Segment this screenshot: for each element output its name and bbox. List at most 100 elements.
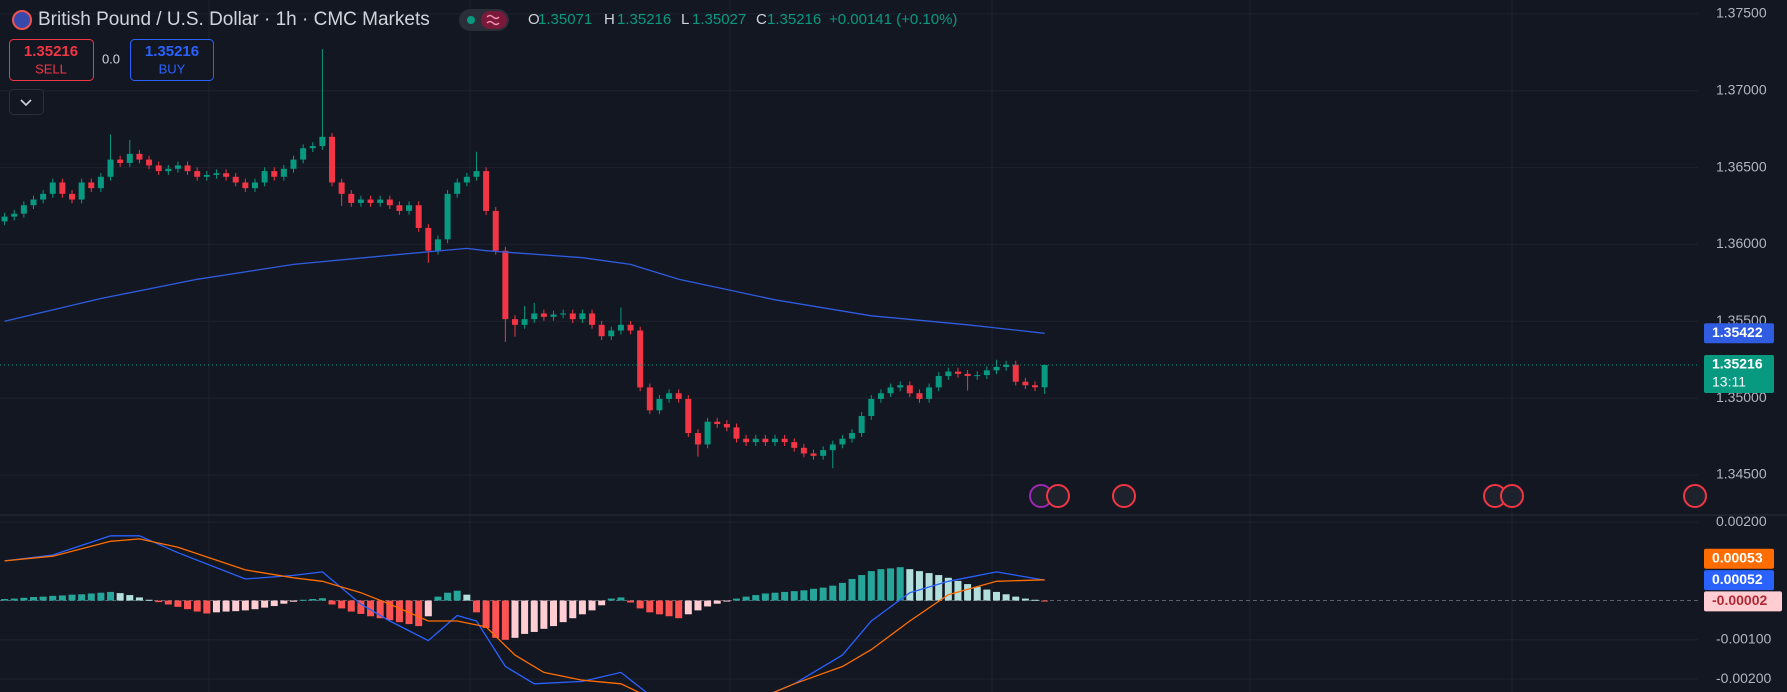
candle-body (752, 438, 759, 443)
candle-body (251, 182, 258, 189)
candle-body (223, 173, 230, 177)
candle-body (136, 153, 143, 160)
candle-body (964, 373, 971, 377)
candle-body (694, 433, 701, 445)
candle-body (598, 324, 605, 337)
signal-line (4, 538, 1045, 692)
histogram-bar (655, 600, 663, 615)
candle-body (1041, 364, 1048, 388)
candle-body (232, 176, 239, 183)
histogram-bar (559, 600, 567, 623)
candle-body (877, 393, 884, 399)
candle-body (11, 213, 18, 217)
buy-price[interactable]: 1.35216 (145, 43, 199, 60)
sell-box[interactable] (9, 39, 94, 81)
ohlc-letter: O (528, 11, 540, 28)
chevron-icon (20, 99, 32, 107)
histogram-bar (309, 598, 317, 601)
candle-body (637, 330, 644, 388)
histogram-bar (1, 598, 9, 601)
histogram-bar (675, 600, 683, 619)
buy-label[interactable]: BUY (159, 61, 186, 76)
buy-button[interactable]: 1.35216 BUY (130, 39, 214, 81)
candle-body (107, 159, 114, 177)
candle-body (1032, 385, 1039, 388)
candle-body (617, 324, 624, 331)
event-icon[interactable] (1046, 484, 1070, 508)
candle-body (993, 366, 1000, 371)
candle-body (800, 447, 807, 454)
histogram-bar (10, 598, 18, 601)
histogram-bar (68, 594, 76, 601)
histogram-bar (781, 591, 789, 601)
candle-body (261, 171, 268, 183)
candle-body (983, 370, 990, 376)
toggle-icon (481, 11, 507, 29)
histogram-bar (598, 600, 606, 606)
candle-body (280, 168, 287, 177)
histogram-bar (20, 597, 28, 601)
candle-body (184, 165, 191, 172)
candle-body (155, 165, 162, 172)
histogram-bar (463, 594, 471, 601)
symbol-title[interactable]: British Pound / U.S. Dollar · 1h · CMC M… (38, 9, 430, 30)
histogram-bar (665, 600, 673, 617)
candle-body (762, 438, 769, 443)
histogram-bar (1012, 596, 1020, 601)
histogram-bar (732, 598, 740, 601)
candle-body (309, 146, 316, 149)
candle-body (589, 313, 596, 325)
histogram-bar (415, 600, 423, 627)
candle-body (59, 182, 66, 194)
event-icon[interactable] (1683, 484, 1707, 508)
sell-button[interactable]: 1.35216 SELL (9, 39, 94, 81)
histogram-bar (290, 600, 297, 602)
candle-body (704, 421, 711, 445)
histogram-bar (318, 598, 326, 601)
histogram-bar (184, 600, 192, 610)
histogram-bar (472, 600, 480, 613)
histogram-bar (174, 600, 182, 607)
event-icon[interactable] (1500, 484, 1524, 508)
histogram-bar (395, 600, 403, 623)
last-price-label-timer: 13:11 (1712, 374, 1746, 390)
histogram-bar (761, 593, 769, 601)
y-tick-label: -0.00100 (1716, 631, 1771, 647)
histogram-bar (107, 591, 115, 601)
histogram-bar (771, 592, 779, 601)
histogram-bar (627, 600, 635, 603)
candle-body (829, 444, 836, 451)
candle-body (69, 193, 76, 200)
events[interactable] (1029, 484, 1707, 508)
histogram-bar (973, 586, 981, 601)
event-icon[interactable] (1112, 484, 1136, 508)
candle-body (242, 182, 249, 189)
histogram-bar (251, 600, 259, 610)
sell-label[interactable]: SELL (35, 61, 67, 76)
signal-value-label: 0.00053 (1712, 549, 1763, 565)
macd-pane (0, 535, 1698, 692)
candle-body (935, 376, 942, 388)
y-tick-label: 1.34500 (1716, 466, 1767, 482)
candle-body (386, 199, 393, 206)
candle-body (974, 375, 981, 377)
candle-body (781, 438, 788, 443)
histogram-bar (155, 600, 163, 603)
histogram-bar (954, 580, 962, 601)
histogram-bar (819, 587, 827, 601)
histogram-bar (116, 593, 124, 601)
candle-body (550, 314, 557, 317)
macd-line (4, 535, 1045, 692)
candle-body (483, 171, 490, 211)
histogram-bar (328, 600, 336, 605)
moving-average (4, 247, 1045, 334)
candle-body (560, 313, 567, 315)
buy-box[interactable] (130, 39, 214, 81)
histogram-bar (704, 600, 712, 607)
candle-body (791, 442, 798, 448)
candle-body (916, 393, 923, 399)
histogram-bar (540, 600, 548, 629)
candle-body (820, 450, 827, 456)
collapse-button[interactable] (9, 89, 44, 115)
sell-price[interactable]: 1.35216 (24, 43, 78, 60)
